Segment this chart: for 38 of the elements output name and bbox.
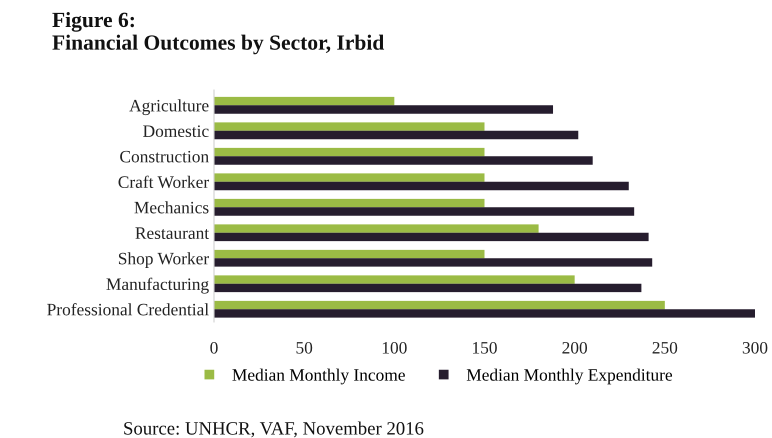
bar [214,224,539,233]
bar [214,156,593,165]
bar [214,275,575,284]
y-tick-label: Professional Credential [47,303,209,316]
bar [214,258,652,267]
bar [214,232,649,242]
bar [214,300,665,310]
y-tick-label: Construction [120,150,209,162]
x-tick-label: 150 [473,342,497,354]
y-tick-label: Manufacturing [106,278,209,294]
x-tick-label: 0 [210,342,218,354]
bar [214,309,755,318]
y-tick-label: Agriculture [129,99,209,116]
y-tick-label: Craft Worker [118,176,209,188]
legend-label: Median Monthly Expenditure [466,368,672,384]
y-tick-label: Mechanics [134,201,209,214]
y-tick-label: Domestic [143,125,209,137]
x-tick-label: 250 [652,342,678,354]
bar [214,122,484,131]
bar [214,198,484,208]
bar [214,130,578,140]
bar [214,105,554,114]
bar [214,207,634,216]
bar [214,182,629,190]
legend-label: Median Monthly Income [232,368,405,384]
bar [214,96,394,106]
x-tick-label: 50 [296,342,312,354]
y-tick-label: Shop Worker [118,252,209,268]
x-tick-label: 200 [562,342,588,354]
bar [214,284,642,292]
x-tick-label: 100 [382,342,407,354]
source-note: Source: UNHCR, VAF, November 2016 [124,422,424,438]
bar [214,250,484,258]
bar [214,148,484,156]
chart-title: Figure 6: Financial Outcomes by Sector, Irbid [52,12,384,54]
bar [214,173,484,182]
y-tick-label: Restaurant [135,227,210,239]
x-tick-label: 300 [742,342,768,354]
